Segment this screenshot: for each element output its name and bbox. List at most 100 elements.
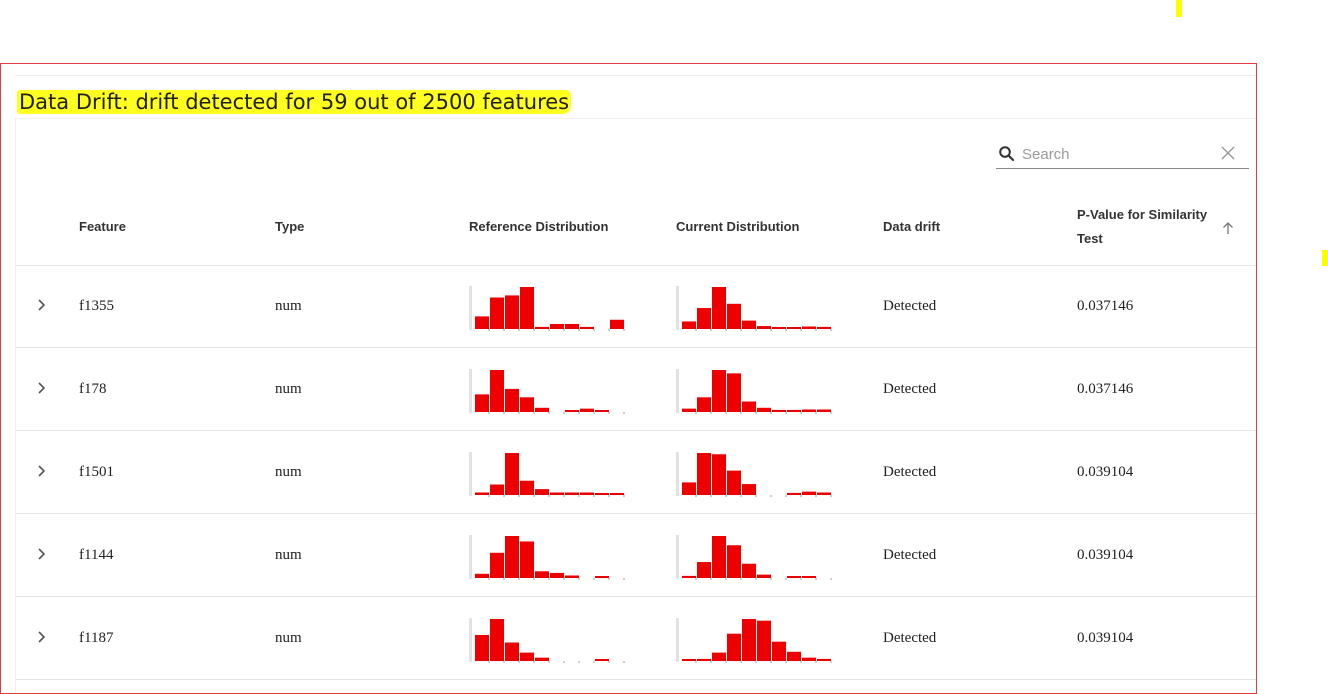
reference-distribution-histogram: [469, 286, 625, 331]
current-histogram-bar: [742, 619, 756, 661]
current-histogram-bar: [757, 574, 771, 578]
current-histogram-bar: [712, 370, 726, 412]
current-histogram-bar: [787, 409, 801, 412]
data-drift-panel: Data Drift: drift detected for 59 out of…: [0, 63, 1257, 694]
chevron-right-icon[interactable]: [32, 295, 52, 315]
current-histogram-bar: [697, 562, 711, 578]
reference-histogram-bar: [490, 552, 504, 578]
current-histogram-bar: [772, 641, 786, 661]
current-histogram-bar: [742, 401, 756, 412]
column-header-type[interactable]: Type: [275, 219, 305, 234]
reference-histogram-bar: [505, 388, 519, 412]
drift-table-card: Feature Type Reference Distribution Curr…: [15, 118, 1256, 693]
current-histogram-bar: [757, 620, 771, 661]
reference-histogram-bar: [475, 492, 489, 495]
p-value: 0.039104: [1077, 630, 1134, 646]
current-histogram-bar: [817, 658, 831, 661]
column-header-p-value[interactable]: P-Value for Similarity Test: [1077, 203, 1207, 251]
current-distribution-histogram: [676, 286, 832, 331]
drift-status: Detected: [883, 381, 937, 397]
current-histogram-bar: [697, 658, 711, 661]
table-row[interactable]: f1187 num Detected 0.039104: [16, 597, 1256, 680]
current-histogram-bar: [817, 326, 831, 329]
table-row[interactable]: f1355 num Detected 0.037146: [16, 265, 1256, 348]
reference-histogram-bar: [565, 410, 579, 412]
feature-type: num: [275, 630, 302, 646]
reference-histogram-bar: [490, 619, 504, 661]
current-histogram-bar: [727, 373, 741, 412]
reference-histogram-bar: [475, 573, 489, 578]
column-header-reference-distribution[interactable]: Reference Distribution: [469, 219, 609, 234]
p-value: 0.039104: [1077, 464, 1134, 480]
chevron-right-icon[interactable]: [32, 461, 52, 481]
page-title: Data Drift: drift detected for 59 out of…: [17, 90, 572, 114]
current-histogram-bar: [697, 453, 711, 495]
current-histogram-bar: [817, 492, 831, 495]
current-histogram-bar: [682, 659, 696, 661]
search-box[interactable]: [996, 140, 1249, 169]
reference-histogram-bar: [535, 489, 549, 495]
reference-histogram-bar: [535, 571, 549, 578]
reference-histogram-bar: [505, 295, 519, 329]
current-histogram-bar: [712, 536, 726, 578]
table-row[interactable]: f1501 num Detected 0.039104: [16, 431, 1256, 514]
reference-histogram-bar: [535, 657, 549, 661]
p-value: 0.037146: [1077, 298, 1134, 314]
current-distribution-histogram: [676, 369, 832, 414]
divider: [15, 75, 1256, 76]
reference-histogram-bar: [580, 492, 594, 495]
reference-histogram-bar: [580, 326, 594, 329]
current-histogram-bar: [727, 303, 741, 329]
reference-histogram-bar: [490, 370, 504, 412]
reference-histogram-bar: [505, 642, 519, 661]
current-histogram-bar: [802, 657, 816, 661]
table-row[interactable]: f1144 num Detected 0.039104: [16, 514, 1256, 597]
reference-histogram-bar: [550, 323, 564, 329]
reference-distribution-histogram: [469, 618, 625, 663]
feature-name: f1144: [79, 547, 114, 563]
feature-name: f1187: [79, 630, 114, 646]
reference-distribution-histogram: [469, 535, 625, 580]
current-histogram-bar: [757, 326, 771, 329]
drift-status: Detected: [883, 464, 937, 480]
current-histogram-bar: [742, 563, 756, 578]
current-histogram-bar: [787, 576, 801, 578]
reference-histogram-bar: [505, 453, 519, 495]
p-value: 0.037146: [1077, 381, 1134, 397]
chevron-right-icon[interactable]: [32, 627, 52, 647]
search-icon: [999, 146, 1015, 162]
current-histogram-bar: [802, 409, 816, 412]
reference-histogram-bar: [610, 319, 624, 329]
drift-status: Detected: [883, 547, 937, 563]
chevron-right-icon[interactable]: [32, 378, 52, 398]
close-icon[interactable]: [1221, 146, 1235, 160]
current-histogram-bar: [757, 407, 771, 412]
reference-histogram-bar: [505, 536, 519, 578]
current-histogram-bar: [802, 491, 816, 495]
chevron-right-icon[interactable]: [32, 544, 52, 564]
table-row[interactable]: f178 num Detected 0.037146: [16, 348, 1256, 431]
column-header-data-drift[interactable]: Data drift: [883, 219, 941, 234]
current-histogram-bar: [742, 320, 756, 329]
current-histogram-bar: [787, 327, 801, 329]
current-histogram-bar: [712, 652, 726, 661]
column-header-current-distribution[interactable]: Current Distribution: [676, 219, 800, 234]
reference-histogram-bar: [610, 493, 624, 495]
arrow-up-icon[interactable]: [1221, 221, 1235, 235]
current-histogram-bar: [727, 470, 741, 495]
reference-histogram-bar: [595, 493, 609, 495]
current-histogram-bar: [682, 575, 696, 578]
current-histogram-bar: [697, 308, 711, 329]
reference-histogram-bar: [520, 287, 534, 329]
feature-name: f1355: [79, 298, 114, 314]
current-histogram-bar: [682, 408, 696, 412]
feature-name: f178: [79, 381, 107, 397]
reference-histogram-bar: [490, 297, 504, 329]
current-histogram-bar: [772, 409, 786, 412]
table-header: Feature Type Reference Distribution Curr…: [16, 195, 1256, 266]
reference-distribution-histogram: [469, 452, 625, 497]
search-input[interactable]: [1022, 142, 1212, 166]
current-histogram-bar: [682, 321, 696, 329]
reference-distribution-histogram: [469, 369, 625, 414]
column-header-feature[interactable]: Feature: [79, 219, 126, 234]
